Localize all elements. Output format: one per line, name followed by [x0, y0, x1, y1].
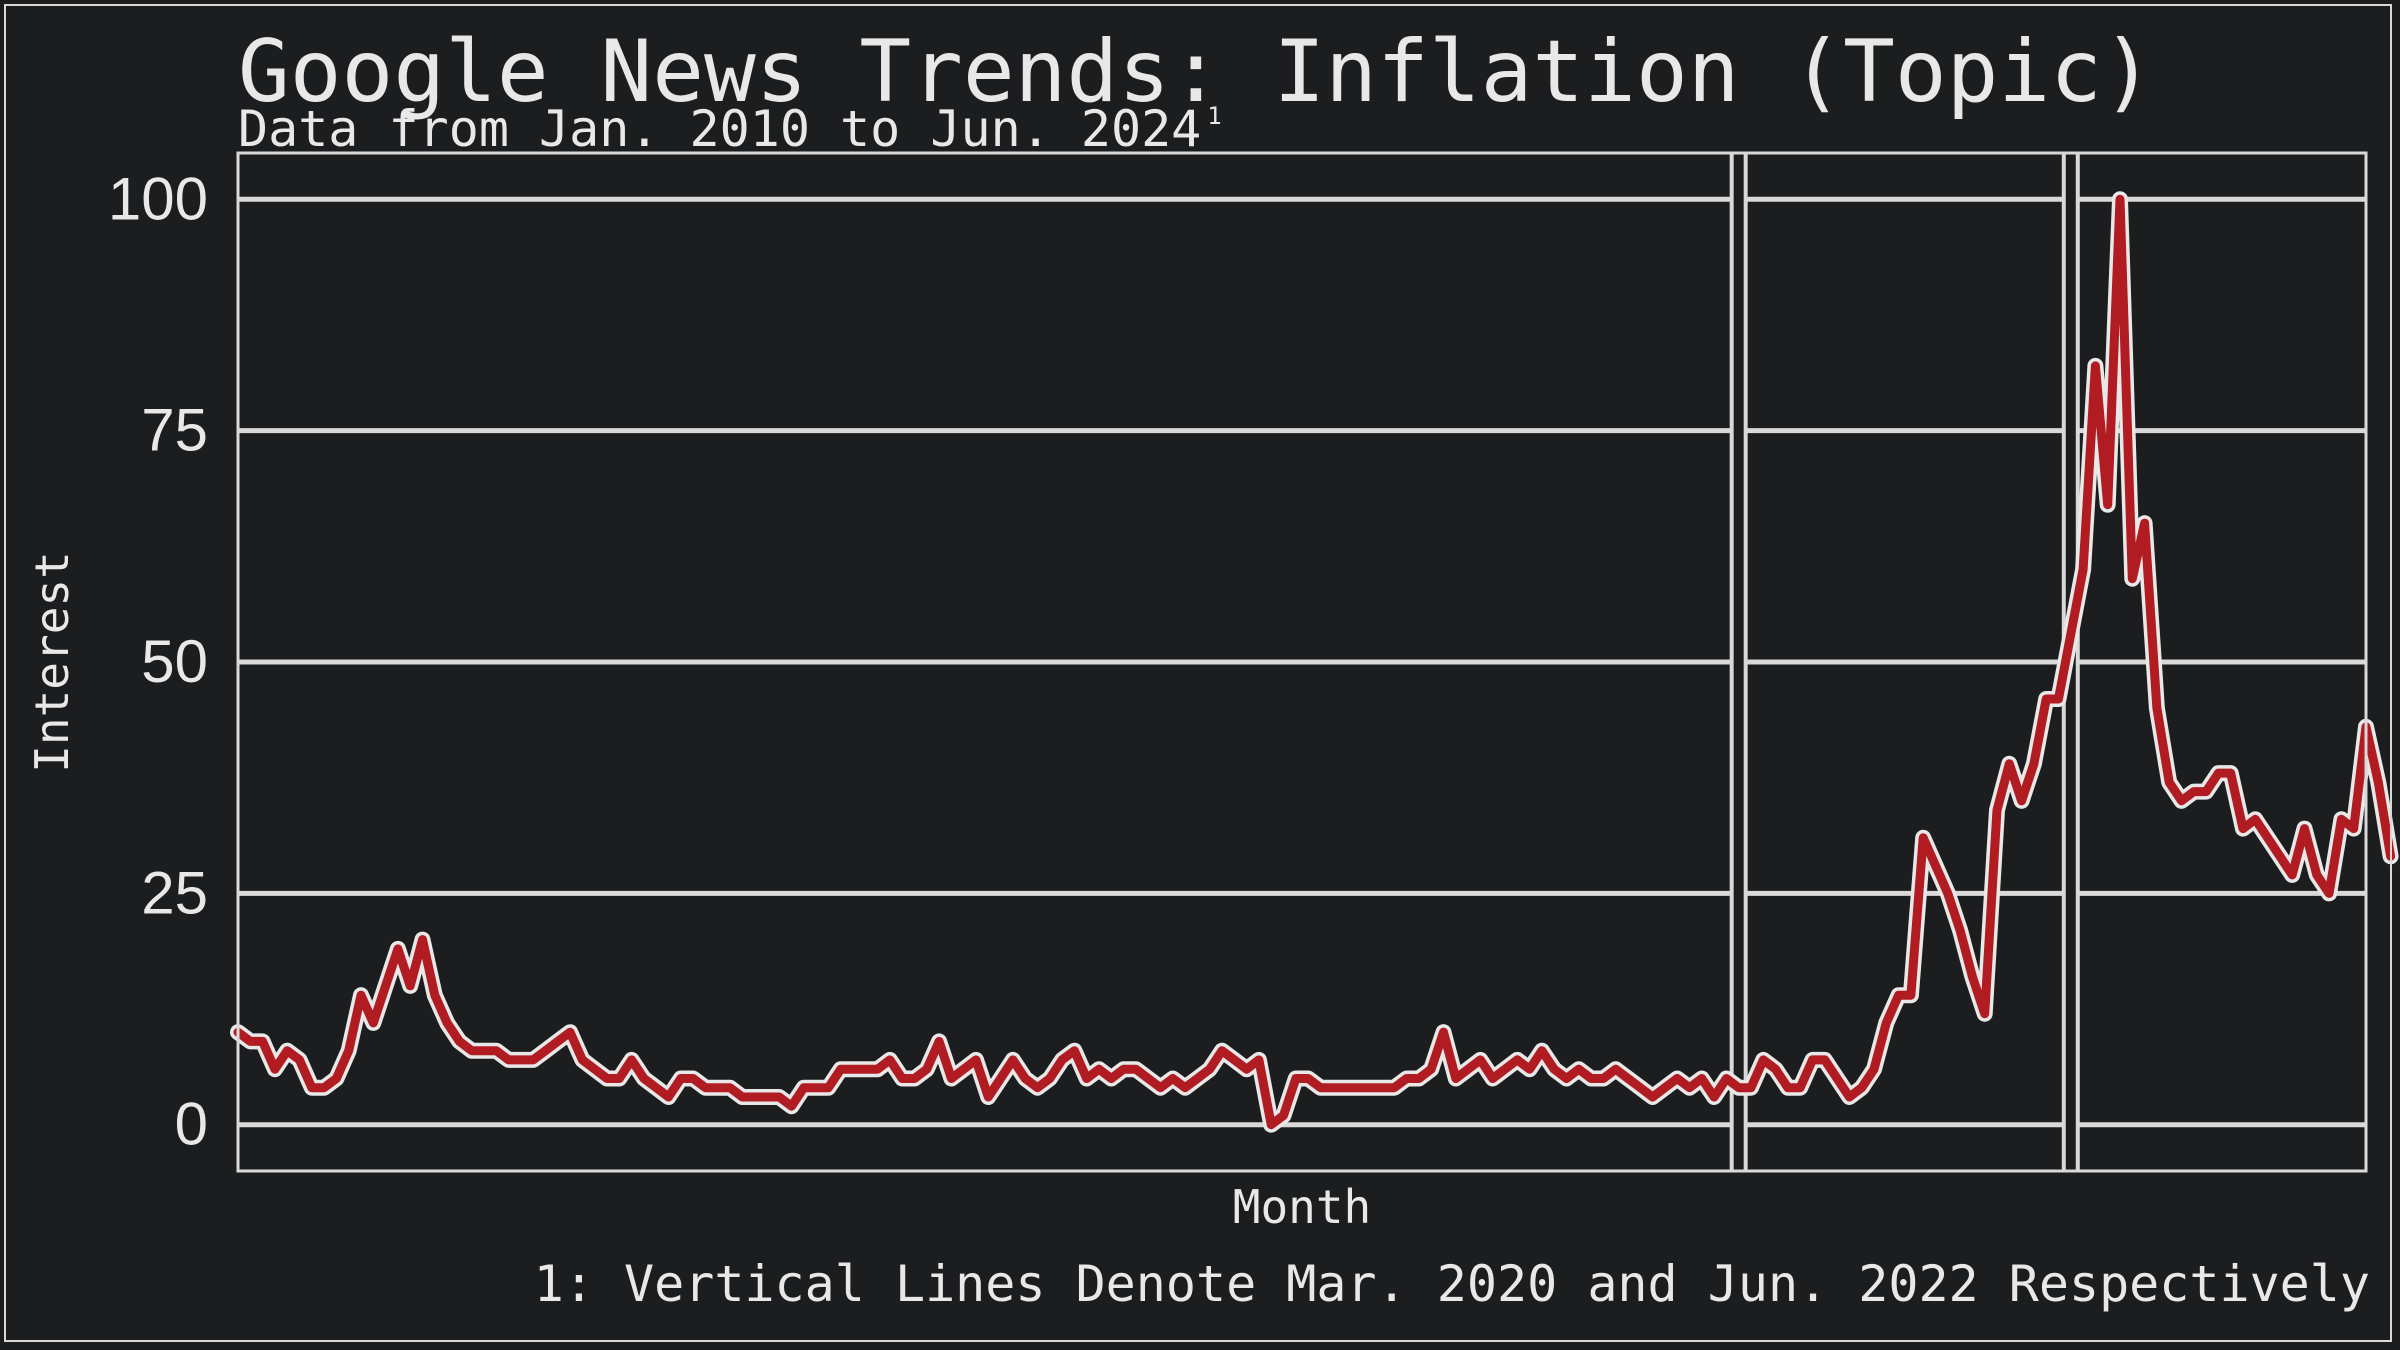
footnote-mark: 1: [1207, 102, 1222, 130]
y-tick-label-25: 25: [141, 859, 208, 926]
chart-title: Google News Trends: Inflation (Topic): [238, 22, 2154, 122]
y-tick-label-100: 100: [108, 165, 208, 232]
x-axis-label: Month: [1232, 1180, 1372, 1234]
y-tick-label-50: 50: [141, 628, 208, 695]
panel-border: [236, 151, 2368, 1173]
chart-caption: 1: Vertical Lines Denote Mar. 2020 and J…: [533, 1255, 2370, 1313]
series-0-line: [233, 194, 2396, 1130]
y-tick-label-0: 0: [175, 1091, 208, 1158]
y-tick-label-75: 75: [141, 397, 208, 464]
chart-subtitle-text: Data from Jan. 2010 to Jun. 2024: [238, 100, 1202, 158]
chart-subtitle: Data from Jan. 2010 to Jun. 2024 1: [238, 100, 1222, 158]
